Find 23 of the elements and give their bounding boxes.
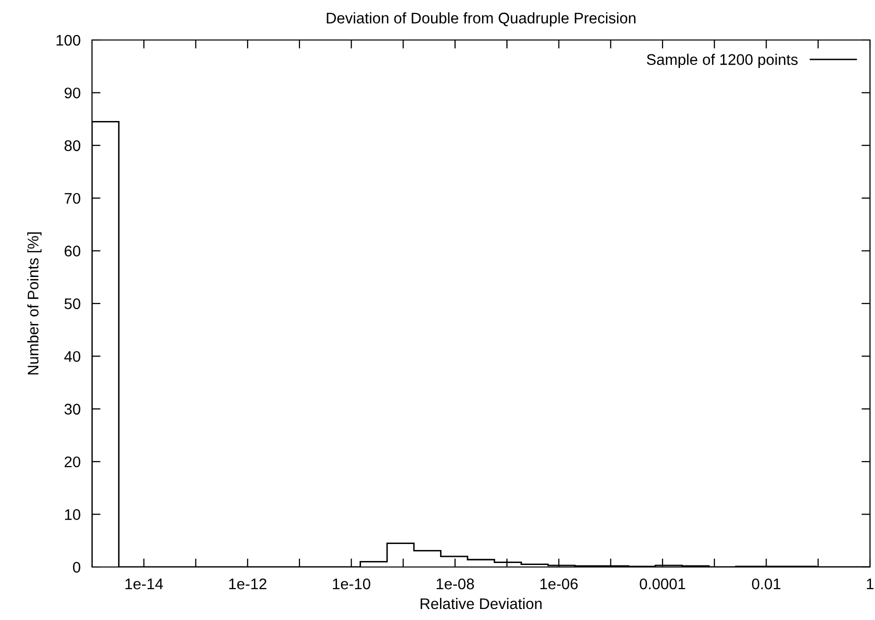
y-axis-title: Number of Points [%] [27, 232, 42, 374]
legend-label: Sample of 1200 points [646, 54, 798, 68]
chart-title: Deviation of Double from Quadruple Precision [326, 12, 636, 27]
y-tick-label: 80 [64, 140, 80, 152]
y-tick-label: 100 [56, 34, 80, 46]
y-tick-label: 50 [64, 298, 80, 310]
x-tick-label: 1e-12 [229, 578, 266, 590]
x-tick-label: 1 [866, 578, 874, 590]
y-tick-label: 30 [64, 404, 80, 415]
y-tick-label: 0 [72, 562, 80, 573]
y-tick-label: 20 [64, 456, 80, 468]
y-tick-label: 10 [65, 509, 80, 520]
y-tick-label: 60 [64, 246, 80, 256]
x-tick-label: 1e-10 [332, 578, 370, 590]
x-tick-label: 1e-08 [436, 578, 474, 590]
y-tick-label: 40 [64, 351, 80, 362]
y-tick-label: 70 [64, 192, 80, 204]
x-axis-title: Relative Deviation [420, 598, 542, 610]
x-tick-label: 0.01 [752, 578, 780, 590]
x-tick-label: 1e-06 [540, 578, 578, 590]
y-tick-label: 90 [64, 88, 80, 98]
x-tick-label: 1e-14 [125, 578, 163, 590]
x-tick-label: 0.0001 [640, 578, 686, 590]
